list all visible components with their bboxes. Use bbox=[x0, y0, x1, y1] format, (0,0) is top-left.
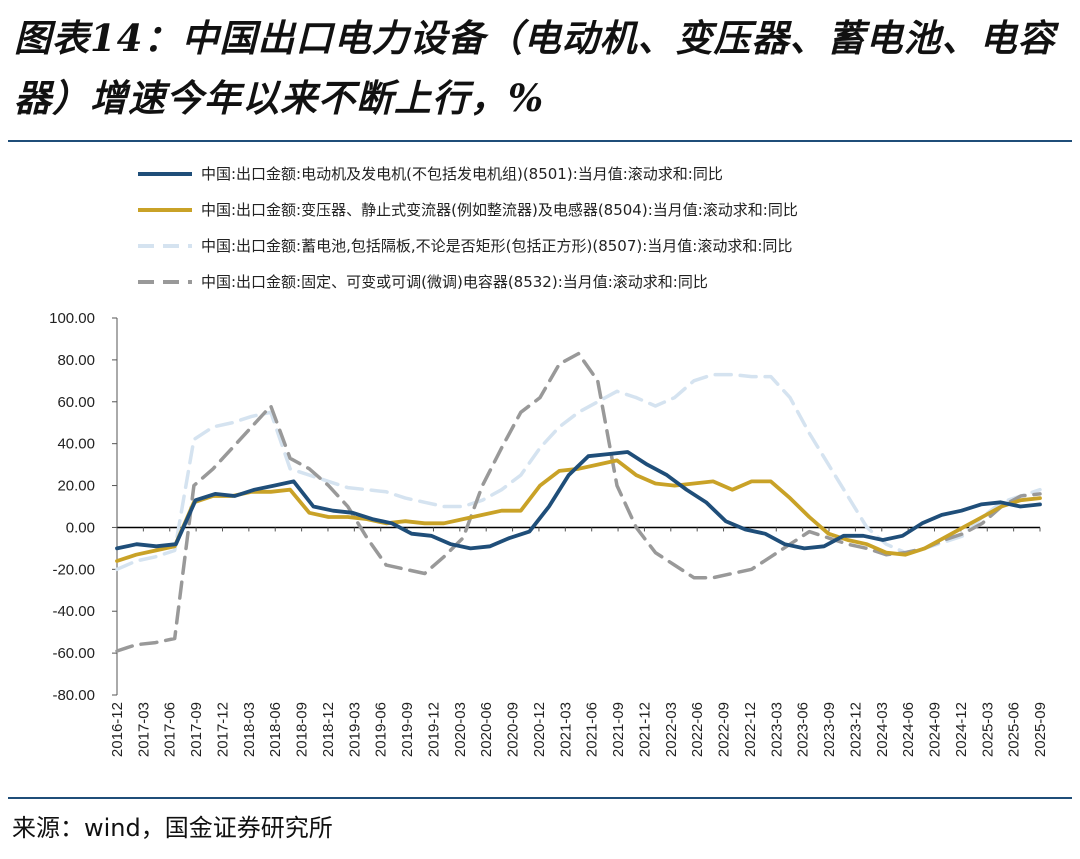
title-divider bbox=[8, 140, 1072, 142]
x-tick-label: 2025-03 bbox=[979, 702, 996, 757]
x-tick-label: 2017-12 bbox=[214, 702, 231, 757]
x-tick-label: 2021-12 bbox=[636, 702, 653, 757]
x-tick-label: 2021-03 bbox=[557, 702, 574, 757]
y-tick-label: 0.00 bbox=[66, 519, 95, 536]
x-tick-label: 2024-03 bbox=[874, 702, 891, 757]
x-tick-label: 2018-09 bbox=[294, 702, 311, 757]
legend-label-3: 中国:出口金额:蓄电池,包括隔板,不论是否矩形(包括正方形)(8507):当月值… bbox=[201, 237, 792, 255]
x-tick-label: 2020-03 bbox=[452, 702, 469, 757]
x-tick-label: 2023-09 bbox=[821, 702, 838, 757]
x-tick-label: 2019-03 bbox=[346, 702, 363, 757]
y-tick-label: 40.00 bbox=[57, 436, 95, 453]
x-tick-label: 2021-09 bbox=[610, 702, 627, 757]
x-tick-label: 2020-06 bbox=[478, 702, 495, 757]
legend-label-2: 中国:出口金额:变压器、静止式变流器(例如整流器)及电感器(8504):当月值:… bbox=[201, 201, 798, 219]
y-tick-label: -40.00 bbox=[52, 603, 95, 620]
x-tick-label: 2017-06 bbox=[162, 702, 179, 757]
legend-label-1: 中国:出口金额:电动机及发电机(不包括发电机组)(8501):当月值:滚动求和:… bbox=[201, 165, 723, 183]
x-tick-label: 2024-12 bbox=[953, 702, 970, 757]
x-tick-label: 2025-06 bbox=[1006, 702, 1023, 757]
x-tick-label: 2019-09 bbox=[399, 702, 416, 757]
y-tick-label: 20.00 bbox=[57, 478, 95, 495]
legend-label-4: 中国:出口金额:固定、可变或可调(微调)电容器(8532):当月值:滚动求和:同… bbox=[201, 273, 708, 291]
y-tick-label: 60.00 bbox=[57, 394, 95, 411]
x-tick-label: 2025-09 bbox=[1032, 702, 1049, 757]
x-tick-label: 2023-12 bbox=[847, 702, 864, 757]
x-tick-label: 2020-09 bbox=[505, 702, 522, 757]
x-tick-label: 2022-12 bbox=[742, 702, 759, 757]
source-note: 来源：wind，国金证券研究所 bbox=[12, 814, 333, 842]
x-tick-label: 2019-12 bbox=[425, 702, 442, 757]
x-tick-label: 2018-03 bbox=[241, 702, 258, 757]
chart-legend: 中国:出口金额:电动机及发电机(不包括发电机组)(8501):当月值:滚动求和:… bbox=[138, 165, 798, 291]
line-chart: 中国:出口金额:电动机及发电机(不包括发电机组)(8501):当月值:滚动求和:… bbox=[49, 165, 1049, 757]
x-tick-label: 2018-12 bbox=[320, 702, 337, 757]
x-axis: 2016-12 2017-03 2017-06 2017-09 2017-12 2018-… bbox=[109, 527, 1049, 757]
x-tick-label: 2024-09 bbox=[927, 702, 944, 757]
y-axis: -80.00 -60.00 -40.00 -20.00 0.00 20.00 40.00 60… bbox=[49, 310, 118, 704]
y-tick-label: -60.00 bbox=[52, 645, 95, 662]
series-line-3 bbox=[115, 372, 1042, 572]
y-tick-label: 80.00 bbox=[57, 352, 95, 369]
y-tick-label: -80.00 bbox=[52, 687, 95, 704]
x-tick-label: 2017-03 bbox=[135, 702, 152, 757]
x-tick-label: 2018-06 bbox=[267, 702, 284, 757]
page-title: 图表14：中国出口电力设备（电动机、变压器、蓄电池、电容器）增速今年以来不断上行… bbox=[14, 16, 1056, 120]
x-tick-label: 2021-06 bbox=[584, 702, 601, 757]
x-tick-label: 2017-09 bbox=[188, 702, 205, 757]
footer-divider bbox=[8, 797, 1072, 799]
y-tick-label: -20.00 bbox=[52, 561, 95, 578]
chart-series bbox=[115, 351, 1042, 653]
x-tick-label: 2024-06 bbox=[900, 702, 917, 757]
x-tick-label: 2022-09 bbox=[716, 702, 733, 757]
x-tick-label: 2019-06 bbox=[373, 702, 390, 757]
y-tick-label: 100.00 bbox=[49, 310, 95, 327]
series-line-4 bbox=[115, 351, 1042, 653]
series-line-1 bbox=[115, 450, 1042, 551]
x-tick-label: 2020-12 bbox=[531, 702, 548, 757]
x-tick-label: 2023-03 bbox=[768, 702, 785, 757]
x-tick-label: 2022-06 bbox=[689, 702, 706, 757]
x-tick-label: 2016-12 bbox=[109, 702, 126, 757]
x-tick-label: 2023-06 bbox=[795, 702, 812, 757]
x-tick-label: 2022-03 bbox=[663, 702, 680, 757]
series-line-2 bbox=[115, 458, 1042, 563]
